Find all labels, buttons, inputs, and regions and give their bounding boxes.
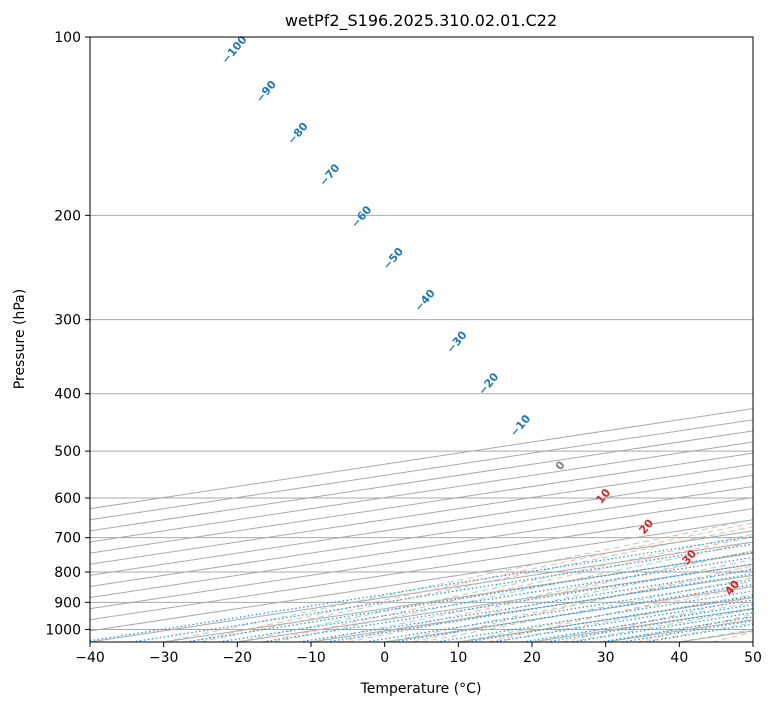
x-tick-label: 40 [670, 650, 688, 666]
plot-frame [89, 36, 754, 643]
chart-title: wetPf2_S196.2025.310.02.01.C22 [285, 11, 557, 31]
isotherm-line [90, 441, 753, 543]
y-tick-label: 100 [54, 30, 81, 46]
y-tick-label: 700 [54, 531, 81, 547]
isotherm-line [90, 519, 753, 621]
dry-adiabat-line [711, 631, 753, 642]
moist-adiabat-label: 10 [593, 486, 613, 506]
x-tick-label: 20 [523, 650, 541, 666]
dry-adiabat-label: −70 [317, 161, 343, 188]
x-tick-label: 30 [597, 650, 615, 666]
moist-adiabat-label: 20 [636, 516, 656, 536]
dry-adiabat-label: −100 [219, 33, 250, 66]
moist-adiabat-line [421, 577, 753, 642]
dry-adiabat-label: −40 [412, 287, 438, 314]
y-tick-label: 900 [54, 595, 81, 611]
isotherm-line [90, 508, 753, 610]
isotherm-line [90, 497, 753, 599]
dry-adiabat-line [188, 522, 753, 642]
x-tick-label: −20 [223, 650, 253, 666]
isotherm-line [384, 585, 753, 642]
isotherm-line [531, 608, 753, 642]
y-tick-label: 1000 [45, 622, 81, 638]
mixing-ratio-line [492, 599, 753, 642]
y-tick-label: 600 [54, 491, 81, 507]
moist-adiabat-line [384, 568, 753, 642]
mixing-ratio-line [365, 579, 753, 642]
dry-adiabat-label: −50 [380, 245, 406, 272]
mixing-ratio-line [299, 569, 753, 642]
dry-adiabat-line [263, 536, 753, 642]
dry-adiabat-label: −90 [253, 78, 279, 105]
x-tick-label: −40 [75, 650, 105, 666]
x-tick-label: 0 [380, 650, 389, 666]
mixing-ratio-line [326, 573, 753, 642]
moist-adiabat-line [163, 518, 753, 642]
y-tick-label: 200 [54, 208, 81, 224]
mixing-ratio-line [572, 612, 753, 642]
mixing-ratio-line [185, 551, 753, 642]
dry-adiabat-line [412, 565, 753, 642]
dry-adiabat-label: −80 [285, 120, 311, 147]
dry-adiabat-line [562, 596, 753, 642]
dry-adiabat-line [487, 580, 753, 642]
y-tick-label: 500 [54, 444, 81, 460]
y-tick-label: 800 [54, 565, 81, 581]
moist-adiabat-line [495, 594, 753, 642]
moist-adiabat-line [531, 601, 753, 642]
mixing-ratio-line [262, 563, 753, 642]
dry-adiabat-line [338, 550, 753, 642]
mixing-ratio-line [394, 583, 753, 642]
isotherm-line [752, 641, 753, 642]
moist-adiabat-line [274, 541, 753, 642]
axes: −40 −30 −20 −10 0 10 20 30 40 5010020030040050060… [45, 30, 762, 666]
x-axis-label: Temperature (°C) [360, 681, 482, 697]
isotherm-line [90, 485, 753, 587]
background-lines [90, 37, 753, 642]
dry-adiabat-label: −60 [349, 203, 375, 230]
mixing-ratio-line [645, 623, 753, 642]
y-tick-label: 400 [54, 387, 81, 403]
moist-adiabat-line [347, 558, 753, 642]
x-tick-label: 10 [449, 650, 467, 666]
isotherm-line [90, 463, 753, 565]
x-tick-label: −30 [149, 650, 179, 666]
isotherm-line [90, 474, 753, 576]
x-tick-label: −10 [296, 650, 326, 666]
dry-adiabat-label: −30 [444, 328, 470, 355]
x-tick-label: 50 [744, 650, 762, 666]
isotherm-line [90, 452, 753, 554]
dry-adiabat-label: −10 [507, 412, 533, 439]
moist-adiabat-line [237, 533, 753, 642]
y-axis-label: Pressure (hPa) [12, 289, 28, 389]
y-tick-label: 300 [54, 313, 81, 329]
